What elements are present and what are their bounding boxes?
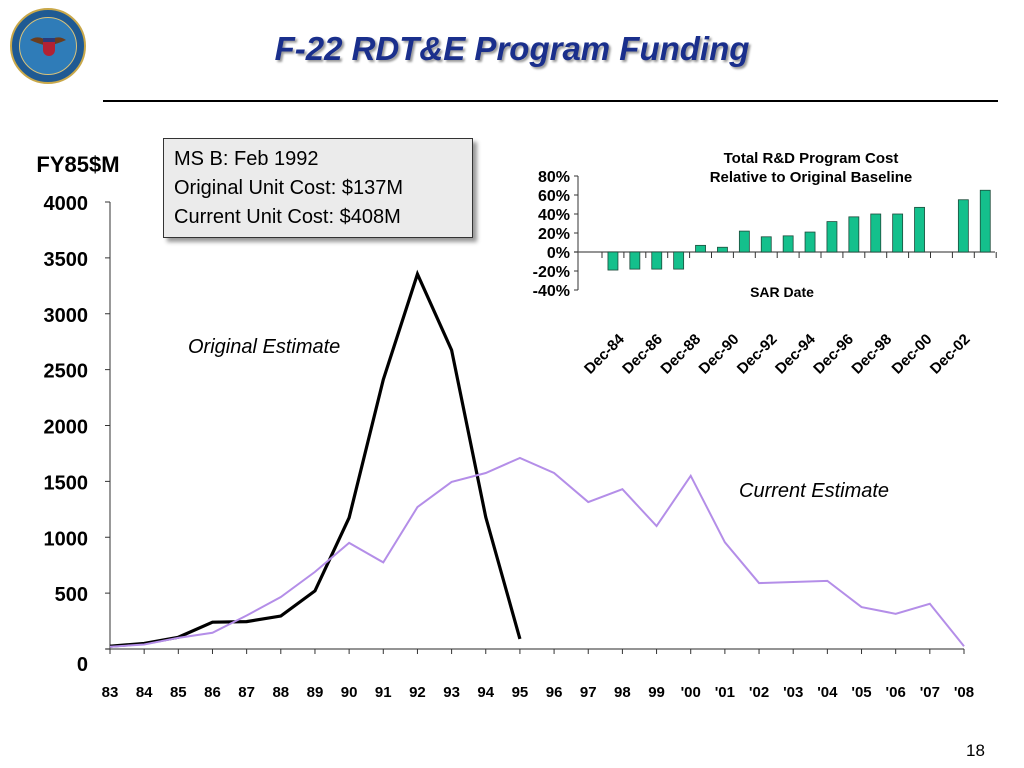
- inset-y-tick-label: -20%: [533, 264, 570, 281]
- inset-bar: [695, 244, 706, 253]
- inset-bar: [607, 251, 619, 271]
- x-tick-label: 88: [272, 684, 289, 701]
- x-tick-label: '03: [783, 684, 803, 701]
- y-tick-label: 3000: [44, 305, 89, 327]
- y-tick-label: 3500: [44, 249, 89, 271]
- x-tick-label: '04: [817, 684, 838, 701]
- inset-bar: [914, 206, 925, 253]
- inset-bar: [892, 213, 904, 253]
- inset-bar: [629, 251, 641, 270]
- inset-bar: [979, 189, 991, 253]
- inset-x-tick-label: Dec-00: [889, 331, 936, 378]
- inset-y-tick-label: 0%: [547, 245, 570, 262]
- x-tick-label: '00: [681, 684, 701, 701]
- shield-icon: [43, 38, 55, 56]
- y-tick-label: 1500: [44, 472, 89, 494]
- x-tick-label: 96: [546, 684, 563, 701]
- info-line-milestone: MS B: Feb 1992: [174, 148, 319, 170]
- x-tick-label: 92: [409, 684, 426, 701]
- x-tick-label: '07: [920, 684, 940, 701]
- inset-bar: [673, 251, 685, 270]
- inset-bar: [804, 231, 816, 253]
- inset-x-tick-label: Dec-94: [772, 330, 819, 377]
- x-tick-label: 99: [648, 684, 665, 701]
- x-tick-label: '08: [954, 684, 974, 701]
- x-tick-label: 94: [477, 684, 494, 701]
- slide-title: F-22 RDT&E Program Funding: [274, 30, 750, 67]
- x-tick-label: '02: [749, 684, 769, 701]
- original-estimate-annotation: Original Estimate: [188, 336, 340, 358]
- inset-bar: [717, 246, 728, 253]
- inset-x-tick-label: Dec-88: [657, 331, 704, 378]
- x-tick-label: 86: [204, 684, 221, 701]
- inset-chart-title: Total R&D Program Cost: [724, 150, 899, 167]
- x-tick-label: 90: [341, 684, 358, 701]
- x-tick-label: 91: [375, 684, 392, 701]
- inset-chart-title: Relative to Original Baseline: [710, 169, 913, 186]
- x-tick-label: 84: [136, 684, 153, 701]
- y-tick-label: 1000: [44, 528, 89, 550]
- x-tick-label: '06: [886, 684, 906, 701]
- inset-bar: [738, 230, 750, 253]
- info-line-current-cost: Current Unit Cost: $408M: [174, 206, 401, 228]
- x-tick-label: '05: [851, 684, 871, 701]
- y-tick-label: 4000: [44, 193, 89, 215]
- x-tick-label: 87: [238, 684, 255, 701]
- title-divider: [103, 100, 998, 102]
- inset-y-tick-label: 20%: [538, 226, 570, 243]
- inset-x-tick-label: Dec-92: [734, 331, 781, 378]
- dod-seal-logo: [10, 8, 86, 84]
- info-line-original-cost: Original Unit Cost: $137M: [174, 177, 403, 199]
- x-tick-label: 97: [580, 684, 597, 701]
- inset-y-tick-label: 80%: [538, 169, 570, 186]
- inset-x-tick-label: Dec-84: [581, 330, 628, 377]
- page-number: 18: [966, 741, 985, 760]
- inset-bar: [651, 251, 663, 270]
- original-estimate-line: [109, 269, 522, 648]
- current-estimate-annotation: Current Estimate: [739, 480, 889, 502]
- x-tick-label: '01: [715, 684, 735, 701]
- inset-x-tick-label: Dec-96: [810, 331, 857, 378]
- inset-x-tick-label: Dec-02: [927, 331, 974, 378]
- inset-bar: [760, 236, 772, 253]
- inset-x-axis-label: SAR Date: [750, 284, 814, 300]
- inset-y-tick-label: -40%: [533, 283, 570, 300]
- unit-cost-info-box: MS B: Feb 1992 Original Unit Cost: $137M…: [163, 138, 473, 238]
- x-tick-label: 85: [170, 684, 187, 701]
- inset-bar: [957, 199, 969, 253]
- current-estimate-line: [109, 456, 965, 648]
- x-tick-label: 93: [443, 684, 460, 701]
- inset-y-tick-label: 40%: [538, 207, 570, 224]
- inset-y-tick-label: 60%: [538, 188, 570, 205]
- y-tick-label: 2500: [44, 361, 89, 383]
- inset-x-tick-label: Dec-98: [848, 331, 895, 378]
- inset-bar: [826, 221, 838, 253]
- y-tick-label: 0: [77, 654, 88, 676]
- inset-bar: [848, 216, 860, 253]
- inset-x-tick-label: Dec-86: [619, 331, 666, 378]
- y-axis-label: FY85$M: [36, 152, 119, 177]
- x-tick-label: 89: [307, 684, 324, 701]
- y-tick-label: 2000: [44, 417, 89, 439]
- x-tick-label: 95: [512, 684, 529, 701]
- y-tick-label: 500: [55, 584, 88, 606]
- inset-x-tick-label: Dec-90: [696, 331, 743, 378]
- eagle-icon: [30, 37, 66, 46]
- inset-bar: [782, 235, 794, 253]
- x-tick-label: 98: [614, 684, 631, 701]
- x-tick-label: 83: [102, 684, 119, 701]
- inset-bar: [870, 213, 882, 253]
